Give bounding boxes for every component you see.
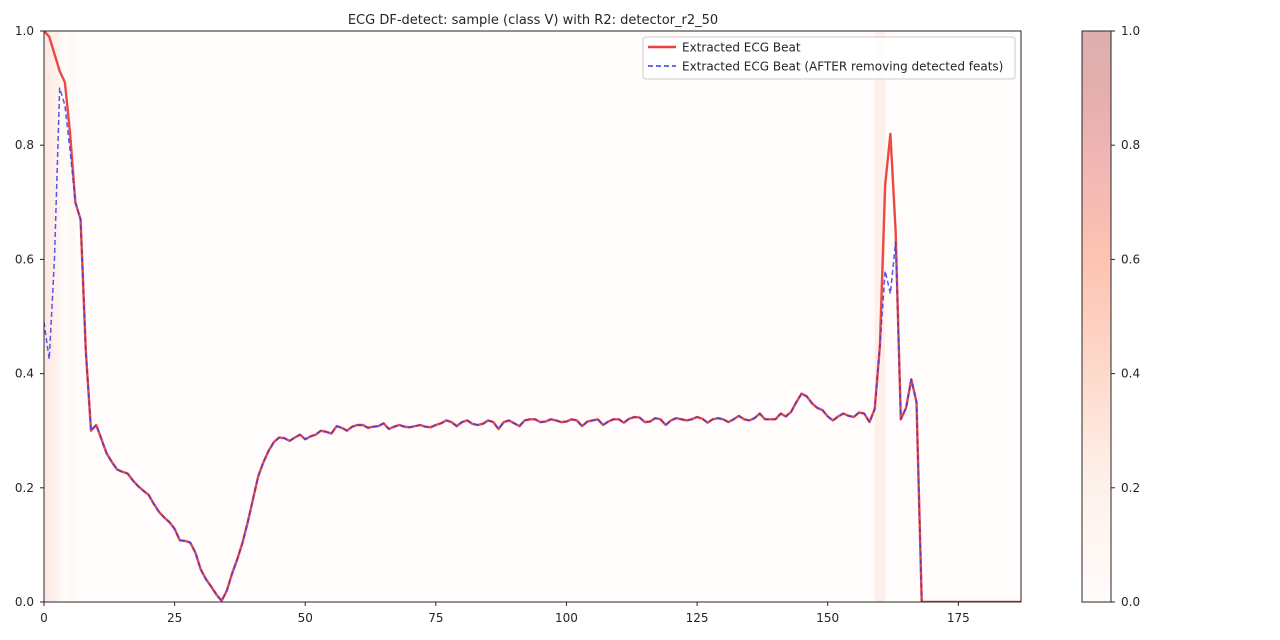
- x-tick-label: 75: [428, 611, 443, 625]
- y-tick-label: 0.0: [15, 595, 34, 609]
- colorbar: 0.0 0.2 0.4 0.6 0.8 1.0: [1081, 24, 1140, 609]
- importance-band-0: [44, 31, 50, 602]
- importance-band-7: [885, 31, 1021, 602]
- importance-band-4: [70, 31, 76, 602]
- y-axis: 0.0 0.2 0.4 0.6 0.8 1.0: [15, 24, 44, 609]
- x-tick-label: 25: [167, 611, 182, 625]
- legend-label-series-2: Extracted ECG Beat (AFTER removing detec…: [682, 60, 1003, 74]
- colorbar-tick-label: 0.8: [1121, 138, 1140, 152]
- x-tick-label: 150: [816, 611, 839, 625]
- plot-area: [44, 31, 1021, 602]
- x-tick-label: 0: [40, 611, 48, 625]
- series-line-2: [44, 87, 1021, 602]
- x-tick-label: 175: [947, 611, 970, 625]
- plot-frame: [43, 30, 1022, 603]
- x-tick-label: 100: [555, 611, 578, 625]
- y-tick-label: 0.6: [15, 252, 34, 266]
- feature-importance-bands: [44, 31, 1021, 602]
- colorbar-tick-label: 1.0: [1121, 24, 1140, 38]
- y-tick-label: 0.8: [15, 138, 34, 152]
- x-tick-label: 50: [298, 611, 313, 625]
- importance-band-3: [59, 31, 71, 602]
- importance-band-2: [54, 31, 60, 602]
- legend-box: [642, 36, 1016, 80]
- colorbar-frame: [1081, 30, 1112, 603]
- colorbar-tick-label: 0.4: [1121, 367, 1140, 381]
- x-axis: 0 25 50 75 100 125 150 175: [40, 602, 970, 625]
- legend-label-series-1: Extracted ECG Beat: [682, 41, 801, 55]
- y-tick-label: 0.4: [15, 367, 34, 381]
- colorbar-gradient: [1082, 31, 1111, 602]
- colorbar-tick-label: 0.0: [1121, 595, 1140, 609]
- colorbar-tick-label: 0.6: [1121, 252, 1140, 266]
- legend: Extracted ECG Beat Extracted ECG Beat (A…: [642, 36, 1016, 80]
- chart-title: ECG DF-detect: sample (class V) with R2:…: [348, 13, 718, 28]
- y-tick-label: 1.0: [15, 24, 34, 38]
- x-tick-label: 125: [686, 611, 709, 625]
- series-layer: [44, 31, 1021, 602]
- importance-band-5: [75, 31, 875, 602]
- colorbar-axis: 0.0 0.2 0.4 0.6 0.8 1.0: [1111, 24, 1140, 609]
- y-tick-label: 0.2: [15, 481, 34, 495]
- colorbar-tick-label: 0.2: [1121, 481, 1140, 495]
